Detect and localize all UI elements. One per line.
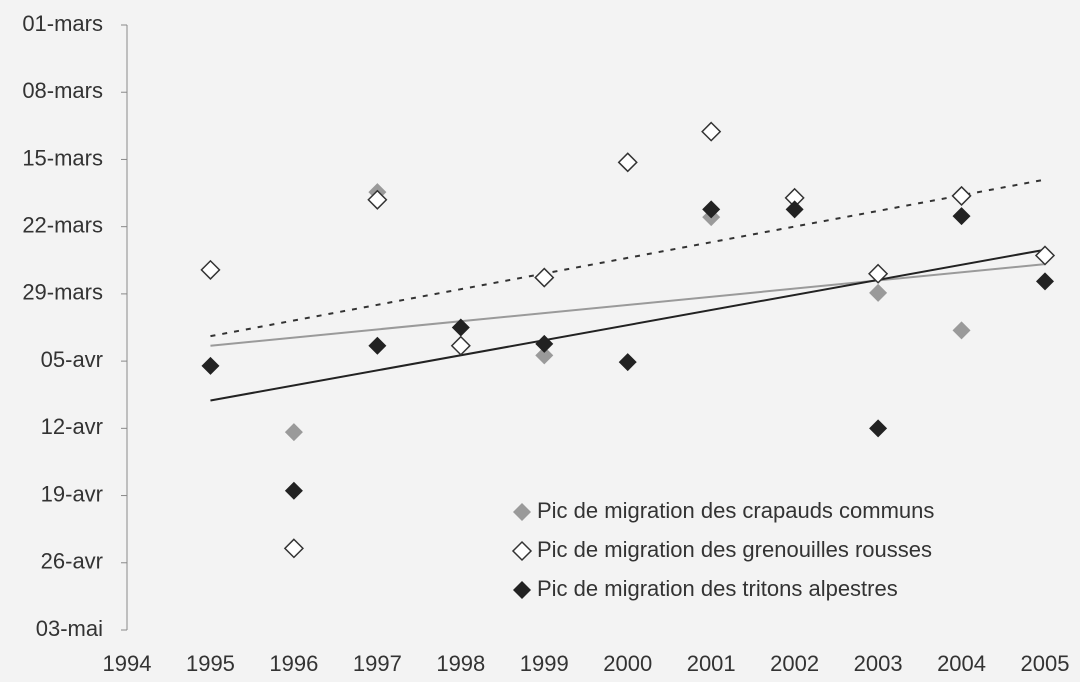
x-tick-label: 2003 <box>854 651 903 676</box>
point <box>952 207 971 226</box>
y-tick-label: 08-mars <box>22 78 103 103</box>
legend-marker <box>513 581 531 599</box>
point <box>1036 272 1054 291</box>
x-tick-label: 2004 <box>937 651 986 676</box>
x-tick-label: 2000 <box>603 651 652 676</box>
y-tick-label: 29-mars <box>22 280 103 305</box>
point <box>868 263 889 284</box>
point <box>702 200 721 219</box>
x-tick-label: 1995 <box>186 651 235 676</box>
point <box>535 346 554 365</box>
x-tick-label: 1999 <box>520 651 569 676</box>
point <box>284 423 303 442</box>
y-tick-label: 03-mai <box>36 616 103 641</box>
x-tick-label: 2005 <box>1021 651 1070 676</box>
legend-marker <box>513 503 531 521</box>
point <box>367 189 388 210</box>
y-tick-label: 12-avr <box>41 414 103 439</box>
y-tick-label: 22-mars <box>22 212 103 237</box>
y-tick-label: 26-avr <box>41 549 103 574</box>
legend-label: Pic de migration des grenouilles rousses <box>537 537 932 562</box>
x-tick-label: 2001 <box>687 651 736 676</box>
x-tick-label: 1996 <box>269 651 318 676</box>
point <box>451 318 470 337</box>
point <box>1034 245 1056 266</box>
y-tick-label: 15-mars <box>22 145 103 170</box>
trend-line <box>210 248 1046 402</box>
point <box>951 185 972 206</box>
point <box>869 419 888 438</box>
point <box>535 334 554 353</box>
y-tick-label: 05-avr <box>41 347 103 372</box>
x-tick-label: 2002 <box>770 651 819 676</box>
point <box>618 353 637 372</box>
point <box>201 356 220 375</box>
point <box>200 259 221 280</box>
x-tick-label: 1994 <box>103 651 152 676</box>
x-tick-label: 1998 <box>436 651 485 676</box>
x-tick-label: 1997 <box>353 651 402 676</box>
point <box>284 481 303 500</box>
point <box>368 336 387 355</box>
y-tick-label: 01-mars <box>22 11 103 36</box>
point <box>701 121 722 142</box>
point <box>283 538 304 559</box>
point <box>952 321 971 340</box>
point <box>869 283 888 302</box>
y-tick-label: 19-avr <box>41 481 103 506</box>
point <box>785 200 804 219</box>
point <box>617 152 638 173</box>
trend-line <box>210 178 1046 338</box>
point <box>450 335 471 356</box>
point <box>534 267 555 288</box>
legend-marker <box>511 540 533 562</box>
trend-line <box>210 263 1046 347</box>
legend-label: Pic de migration des crapauds communs <box>537 498 934 523</box>
legend-label: Pic de migration des tritons alpestres <box>537 576 898 601</box>
